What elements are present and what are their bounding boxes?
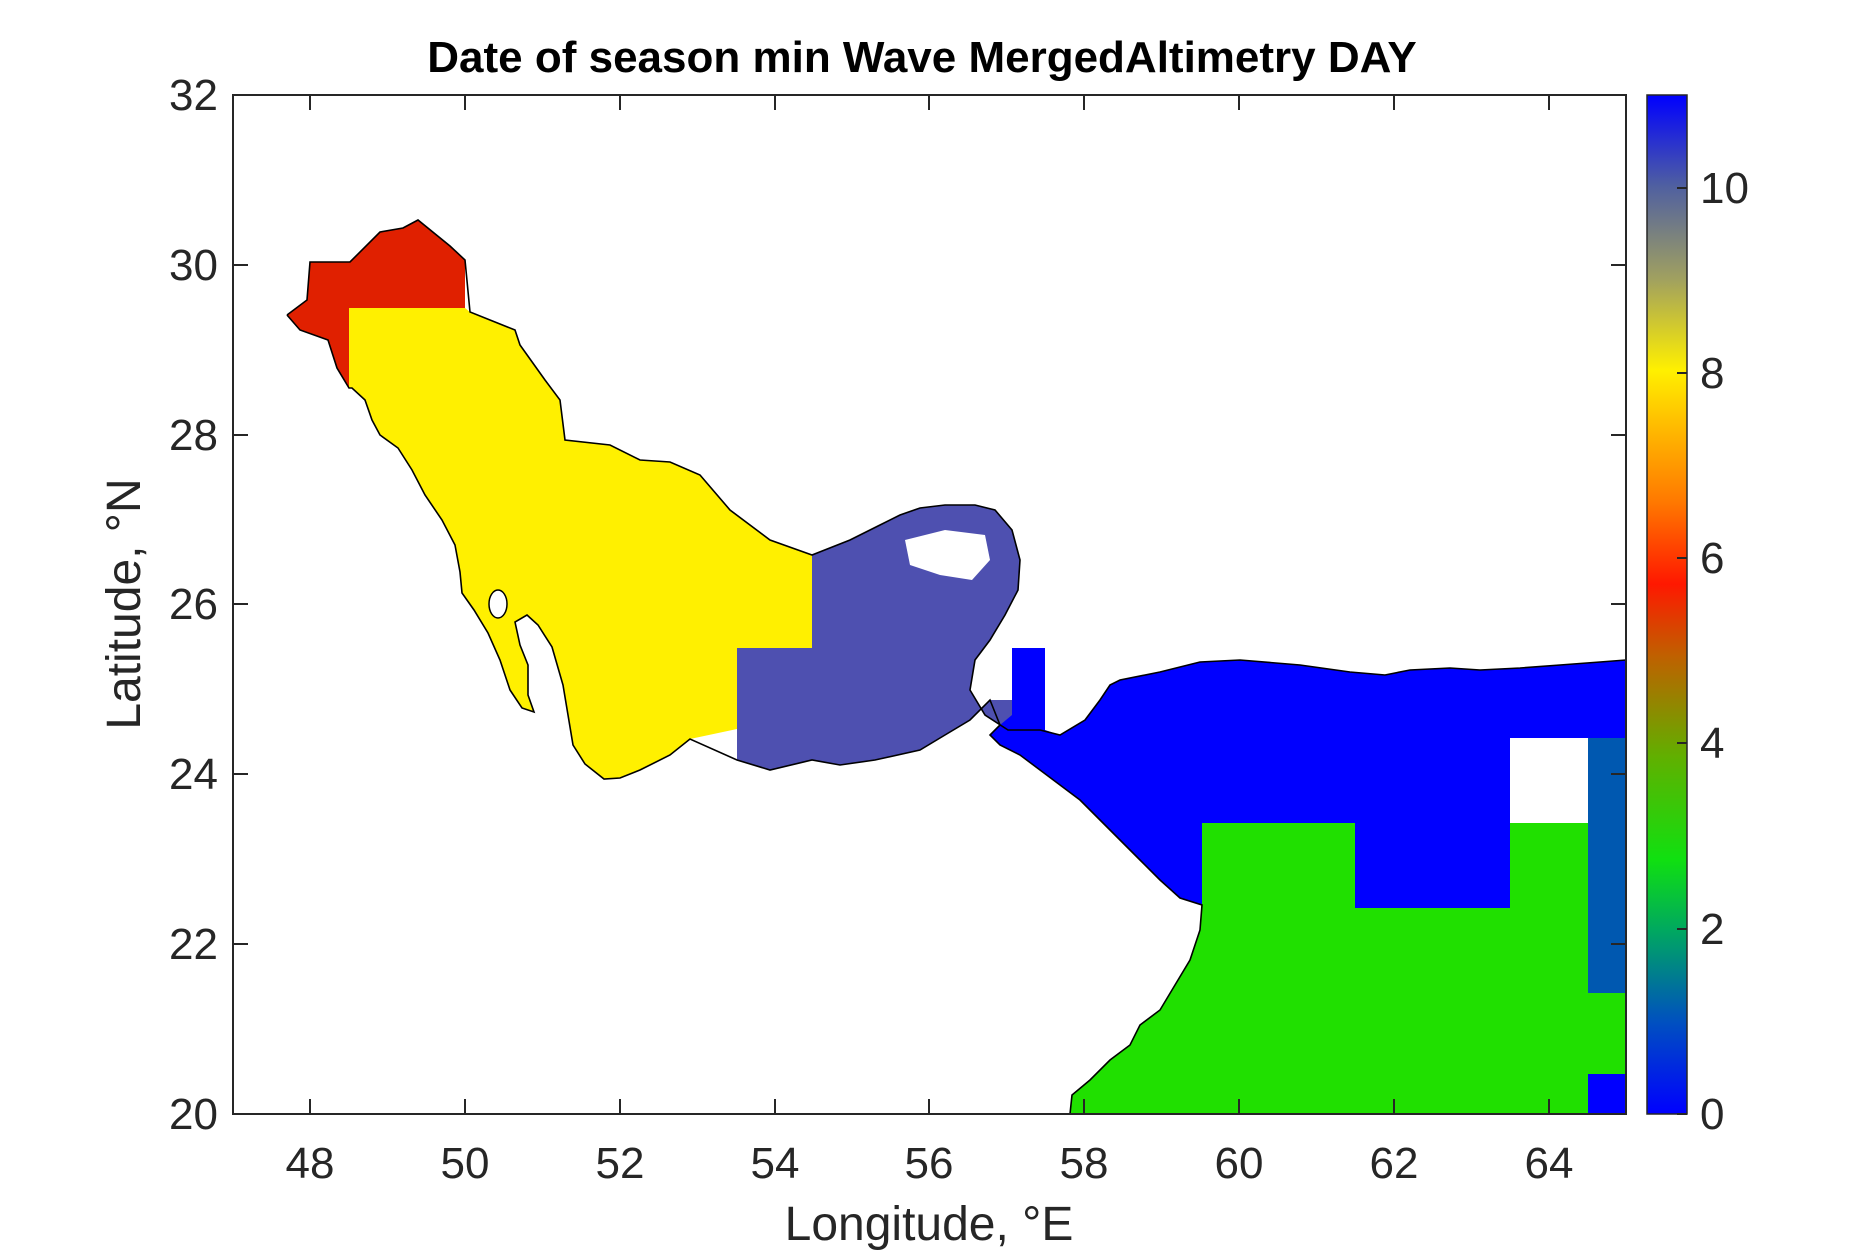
island — [488, 589, 508, 619]
region-persian-gulf — [349, 308, 812, 779]
x-tick-label: 60 — [1215, 1139, 1264, 1188]
y-tick-label: 26 — [169, 580, 218, 629]
y-tick-label: 20 — [169, 1090, 218, 1139]
x-tick-label: 62 — [1370, 1139, 1419, 1188]
y-tick-label: 28 — [169, 411, 218, 460]
y-tick-label: 24 — [169, 750, 218, 799]
land-peninsula — [905, 530, 990, 580]
x-tick-label: 54 — [751, 1139, 800, 1188]
colorbar-gradient — [1647, 95, 1687, 1114]
region-southeast-corner — [1588, 1074, 1626, 1114]
x-tick-label: 50 — [441, 1139, 490, 1188]
chart-title: Date of season min Wave MergedAltimetry … — [427, 33, 1416, 82]
y-tick-label: 32 — [169, 71, 218, 120]
x-tick-label: 48 — [286, 1139, 335, 1188]
colorbar-tick-label: 4 — [1700, 719, 1724, 768]
y-axis-label: Latitude, °N — [98, 478, 151, 729]
y-axis: 20 22 24 26 28 30 32 Latitude, °N — [98, 71, 1626, 1139]
x-axis-label: Longitude, °E — [785, 1198, 1074, 1250]
region-arabian-sea — [1070, 823, 1588, 1114]
region-east-edge-strip — [1588, 738, 1626, 993]
y-tick-label: 22 — [169, 920, 218, 969]
colorbar: 0 2 4 6 8 10 — [1646, 94, 1749, 1139]
colorbar-tick-label: 2 — [1700, 905, 1724, 954]
x-tick-label: 64 — [1525, 1139, 1574, 1188]
colorbar-tick-label: 0 — [1700, 1090, 1724, 1139]
y-tick-label: 30 — [169, 241, 218, 290]
x-tick-label: 52 — [596, 1139, 645, 1188]
colorbar-tick-label: 8 — [1700, 349, 1724, 398]
colorbar-tick-label: 10 — [1700, 164, 1749, 213]
colorbar-tick-label: 6 — [1700, 534, 1724, 583]
x-axis: 48 50 52 54 56 58 60 62 64 Longitude, °E — [286, 95, 1574, 1250]
x-tick-label: 56 — [905, 1139, 954, 1188]
region-gulf-of-oman — [990, 648, 1626, 908]
plot-area — [232, 94, 1627, 1115]
sea-regions — [287, 220, 1626, 1114]
region-east-edge-lower — [1588, 993, 1626, 1074]
coastline — [286, 219, 1626, 1114]
x-tick-label: 58 — [1060, 1139, 1109, 1188]
colorbar-frame — [1646, 94, 1688, 1115]
